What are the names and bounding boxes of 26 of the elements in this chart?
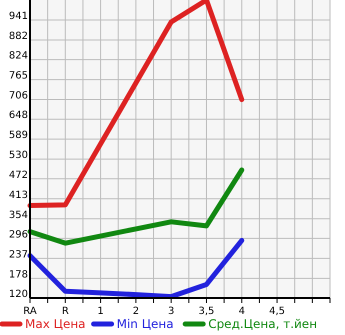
y-tick-label: 589 [8,130,28,142]
y-tick-label: 296 [8,229,28,240]
y-tick-label: 120 [8,289,28,300]
y-tick-label: 354 [8,210,28,221]
y-tick-label: 882 [8,30,28,42]
x-tick-label: R [62,306,69,317]
x-tick-label: 4 [238,306,245,317]
x-tick-label: 2 [132,306,140,317]
legend-label: Min Цена [116,317,174,331]
y-tick-label: 824 [8,50,28,62]
x-tick-label: 4,5 [269,306,286,317]
x-tick-label: RA [23,306,37,317]
y-tick-label: 706 [8,90,28,102]
y-tick-label: 648 [8,110,28,122]
y-tick-label: 472 [8,170,28,181]
y-tick-label: 237 [8,249,28,260]
x-tick-label: 3,5 [198,306,214,317]
x-tick-label: 1 [97,306,104,317]
y-tick-label: 530 [8,150,28,162]
y-tick-label: 941 [8,10,28,22]
y-tick-label: 413 [8,190,28,201]
y-tick-label: 765 [8,70,28,82]
x-tick-label: 3 [168,306,174,317]
legend-label: Max Цена [25,317,86,331]
y-tick-label: 178 [8,269,28,280]
legend-label: Сред.Цена, т.йен [208,317,318,331]
